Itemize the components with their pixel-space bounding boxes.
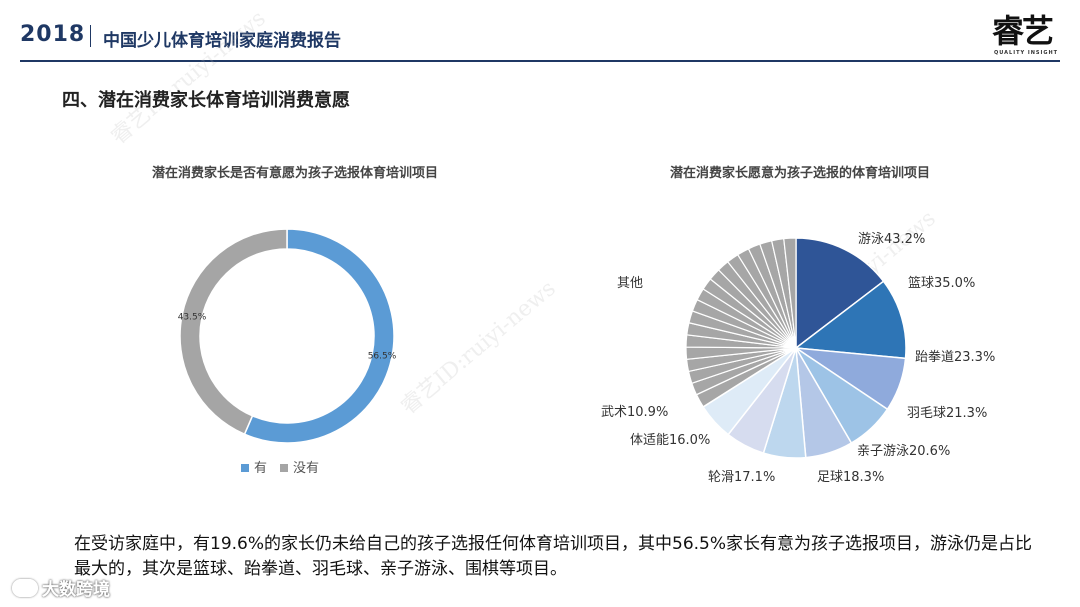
donut-data-label: 56.5% [368, 352, 397, 362]
donut-chart-title: 潜在消费家长是否有意愿为孩子选报体育培训项目 [151, 166, 438, 181]
logo-subtitle: QUALITY INSIGHT [994, 50, 1059, 56]
pie-data-label: 篮球35.0% [908, 276, 975, 291]
pie-data-label: 轮滑17.1% [708, 470, 775, 485]
pie-chart-title: 潜在消费家长愿意为孩子选报的体育培训项目 [669, 166, 930, 181]
corner-watermark: 大数跨境 [12, 575, 110, 600]
pie-data-label: 体适能16.0% [630, 433, 710, 448]
donut-slice-yes [243, 228, 395, 444]
legend-swatch-yes [241, 464, 249, 472]
weibo-icon [12, 578, 38, 597]
pie-data-label: 足球18.3% [817, 470, 884, 485]
header-divider [20, 60, 1060, 62]
header-separator [90, 25, 91, 47]
donut-data-label: 43.5% [178, 312, 207, 322]
report-title: 中国少儿体育培训家庭消费报告 [103, 31, 341, 51]
logo-mark: 睿艺 [992, 12, 1054, 50]
pie-data-label: 游泳43.2% [858, 232, 925, 247]
summary-text: 在受访家庭中，有19.6%的家长仍未给自己的孩子选报任何体育培训项目，其中56.… [74, 534, 1033, 579]
pie-data-label: 亲子游泳20.6% [857, 444, 950, 459]
pie-slice-1 [794, 280, 907, 360]
legend-label-yes: 有 [254, 461, 267, 476]
header: 2018 中国少儿体育培训家庭消费报告 睿艺 QUALITY INSIGHT [0, 0, 1080, 62]
legend-label-no: 没有 [293, 461, 319, 476]
legend-swatch-no [280, 464, 288, 472]
pie-slice-other [783, 237, 797, 349]
brand-logo: 睿艺 QUALITY INSIGHT [990, 6, 1060, 58]
pie-data-label: 武术10.9% [601, 405, 668, 420]
pie-slice-0 [795, 237, 885, 350]
pie-other-label: 其他 [617, 276, 643, 291]
section-title: 四、潜在消费家长体育培训消费意愿 [62, 90, 350, 111]
donut-slice-no [179, 228, 288, 436]
pie-data-label: 羽毛球21.3% [907, 406, 987, 421]
report-year: 2018 [20, 22, 86, 47]
corner-watermark-text: 大数跨境 [42, 580, 110, 600]
pie-data-label: 跆拳道23.3% [915, 349, 995, 365]
